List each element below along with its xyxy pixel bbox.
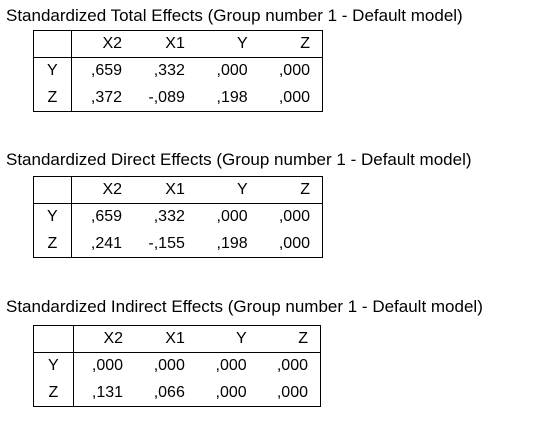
corner-cell xyxy=(33,30,72,58)
column-header: Y xyxy=(196,176,260,204)
table-cell: ,000 xyxy=(153,357,185,375)
row-label: Z xyxy=(33,230,72,258)
table-cell: ,198 xyxy=(196,84,260,112)
column-header: X2 xyxy=(73,325,136,353)
indirect-effects-title: Standardized Indirect Effects (Group num… xyxy=(6,297,483,316)
direct-effects-table: X2 X1 Y Z Y ,659 ,332 ,000 ,000 Z ,241 -… xyxy=(33,176,323,258)
table-cell: ,000 xyxy=(259,57,323,85)
table-header-row: X2 X1 Y Z xyxy=(33,176,323,204)
corner-cell xyxy=(33,176,72,204)
corner-cell xyxy=(33,325,74,353)
table-cell: ,000 xyxy=(259,203,323,231)
table-row: Z ,131 ,066 ,000 ,000 xyxy=(33,379,321,407)
table-cell: ,372 xyxy=(71,84,135,112)
table-header-row: X2 X1 Y Z xyxy=(33,30,323,58)
row-label: Z xyxy=(33,84,72,112)
table-row: Y ,659 ,332 ,000 ,000 xyxy=(33,57,323,85)
indirect-effects-table: X2 X1 Y Z Y ,000 ,000 ,000 ,000 Z ,131 ,… xyxy=(33,325,321,407)
total-effects-title: Standardized Total Effects (Group number… xyxy=(6,6,463,25)
table-row: Y ,659 ,332 ,000 ,000 xyxy=(33,203,323,231)
column-header: X2 xyxy=(71,176,135,204)
column-header: Y xyxy=(196,30,260,58)
column-header: Z xyxy=(259,30,323,58)
table-cell: ,000 xyxy=(196,379,259,407)
column-header: X1 xyxy=(134,30,197,58)
total-effects-table: X2 X1 Y Z Y ,659 ,332 ,000 ,000 Z ,372 -… xyxy=(33,30,323,112)
table-cell: ,000 xyxy=(259,84,323,112)
table-cell: ,000 xyxy=(91,357,124,375)
column-header: Z xyxy=(258,325,321,353)
table-cell: ,000 xyxy=(258,379,321,407)
table-cell: ,066 xyxy=(135,379,197,407)
table-cell: ,000 xyxy=(215,357,247,375)
column-header: X1 xyxy=(134,176,197,204)
table-cell: ,198 xyxy=(196,230,260,258)
column-header: Z xyxy=(259,176,323,204)
table-cell: ,000 xyxy=(216,62,248,80)
table-cell: ,332 xyxy=(153,62,185,80)
row-label: Z xyxy=(33,379,74,407)
table-cell: ,659 xyxy=(90,62,123,80)
column-header: X1 xyxy=(135,325,197,353)
table-cell: ,332 xyxy=(153,208,185,226)
table-row: Y ,000 ,000 ,000 ,000 xyxy=(33,352,321,380)
table-cell: ,000 xyxy=(259,230,323,258)
table-row: Z ,241 -,155 ,198 ,000 xyxy=(33,230,323,258)
column-header: Y xyxy=(196,325,259,353)
table-cell: ,000 xyxy=(216,208,248,226)
table-cell: -,089 xyxy=(134,84,197,112)
table-row: Z ,372 -,089 ,198 ,000 xyxy=(33,84,323,112)
row-label: Y xyxy=(33,352,74,380)
row-label: Y xyxy=(33,57,72,85)
row-label: Y xyxy=(33,203,72,231)
table-cell: ,131 xyxy=(73,379,136,407)
table-cell: ,241 xyxy=(71,230,135,258)
table-header-row: X2 X1 Y Z xyxy=(33,325,321,353)
table-cell: -,155 xyxy=(134,230,197,258)
table-cell: ,000 xyxy=(258,352,321,380)
direct-effects-title: Standardized Direct Effects (Group numbe… xyxy=(6,150,472,169)
column-header: X2 xyxy=(71,30,135,58)
table-cell: ,659 xyxy=(90,208,123,226)
